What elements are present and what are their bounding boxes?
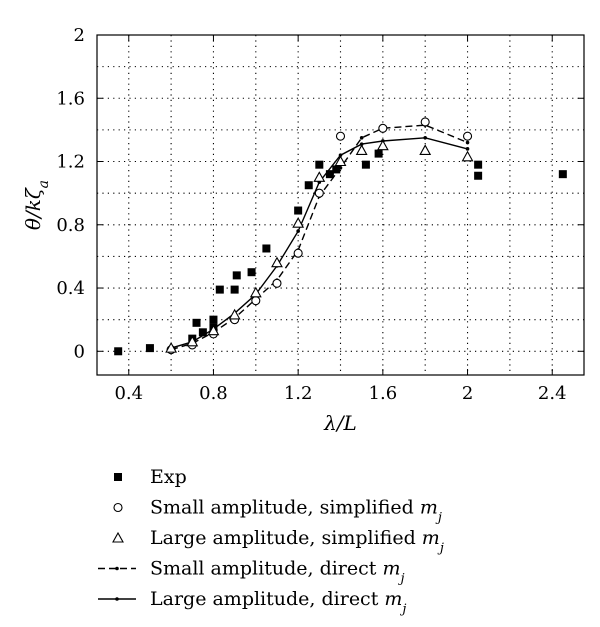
legend-item: Small amplitude, simplified mj xyxy=(113,497,442,526)
legend-label: Small amplitude, simplified mj xyxy=(150,497,442,526)
plot-frame xyxy=(96,34,585,376)
data-point xyxy=(232,271,241,280)
data-point xyxy=(376,139,389,151)
grid xyxy=(97,35,584,375)
data-point xyxy=(314,188,324,198)
x-tick-label: 0.4 xyxy=(114,383,143,404)
line-point xyxy=(465,147,470,151)
y-tick-label: 0.4 xyxy=(56,278,85,299)
line-point xyxy=(423,135,427,140)
y-tick-label: 2 xyxy=(74,25,85,46)
data-point xyxy=(419,144,432,155)
line-point xyxy=(338,153,343,157)
data-point xyxy=(325,170,334,179)
y-axis-label: θ/kζa xyxy=(21,180,52,230)
data-point xyxy=(207,324,220,336)
data-point xyxy=(374,149,383,158)
legend-label: Large amplitude, simplified mj xyxy=(150,527,444,556)
data-point xyxy=(228,308,241,320)
line-point xyxy=(296,229,300,233)
data-point xyxy=(262,244,271,253)
legend-item: Large amplitude, direct mj xyxy=(98,588,406,617)
data-point xyxy=(294,206,303,215)
data-point xyxy=(209,315,218,324)
data-series xyxy=(114,117,567,356)
legend-item: Exp xyxy=(114,466,187,488)
data-point xyxy=(251,296,261,306)
y-tick-label: 0 xyxy=(74,341,85,362)
data-point xyxy=(462,131,473,141)
legend-marker xyxy=(114,473,122,481)
data-point xyxy=(474,171,483,180)
x-axis-label: λ/L xyxy=(323,411,357,435)
legend-line-dot xyxy=(115,566,119,571)
legend-item: Large amplitude, simplified mj xyxy=(112,527,444,556)
data-point xyxy=(292,217,305,228)
legend-marker xyxy=(113,502,123,513)
axis-ticks: 0.4 0.8 1.2 1.6 2 2.4 0 0.4 0.8 1.2 1.6 2 xyxy=(56,25,584,404)
data-point xyxy=(315,160,324,169)
x-tick-label: 2.4 xyxy=(538,383,567,404)
data-point xyxy=(186,335,199,347)
data-point xyxy=(420,117,430,127)
data-point xyxy=(192,318,201,327)
data-point xyxy=(272,278,282,288)
data-point xyxy=(198,328,207,337)
data-point xyxy=(313,171,326,182)
data-point xyxy=(474,160,483,169)
series-open-triangle xyxy=(165,139,474,353)
data-point xyxy=(271,256,283,268)
data-point xyxy=(230,285,239,294)
x-tick-label: 2 xyxy=(462,383,473,404)
data-point xyxy=(215,285,224,294)
line-point xyxy=(359,142,364,146)
x-tick-label: 1.6 xyxy=(369,383,398,404)
data-point xyxy=(378,123,388,133)
data-point xyxy=(332,165,341,174)
data-point xyxy=(355,144,368,155)
legend-item: Small amplitude, direct mj xyxy=(98,558,405,587)
data-point xyxy=(247,268,256,277)
data-point xyxy=(461,150,474,162)
x-tick-label: 0.8 xyxy=(199,383,228,404)
y-tick-label: 1.6 xyxy=(56,88,85,109)
data-point xyxy=(165,341,178,353)
legend-label: Small amplitude, direct mj xyxy=(150,558,405,587)
data-point xyxy=(145,344,154,353)
line-point xyxy=(465,140,470,145)
data-point xyxy=(334,155,347,167)
data-point xyxy=(249,286,262,298)
x-tick-label: 1.2 xyxy=(284,383,313,404)
data-point xyxy=(304,181,313,190)
legend-line-dot xyxy=(115,597,119,601)
data-point xyxy=(361,160,370,169)
data-point xyxy=(335,131,346,141)
y-tick-label: 1.2 xyxy=(56,152,85,173)
data-point xyxy=(293,248,303,258)
series-filled-square xyxy=(114,149,567,356)
legend-label: Large amplitude, direct mj xyxy=(150,588,406,617)
legend-marker xyxy=(112,531,124,543)
y-tick-label: 0.8 xyxy=(56,215,85,236)
legend-label: Exp xyxy=(150,466,187,488)
data-point xyxy=(558,170,567,179)
data-point xyxy=(114,347,123,356)
line-point xyxy=(359,135,364,140)
